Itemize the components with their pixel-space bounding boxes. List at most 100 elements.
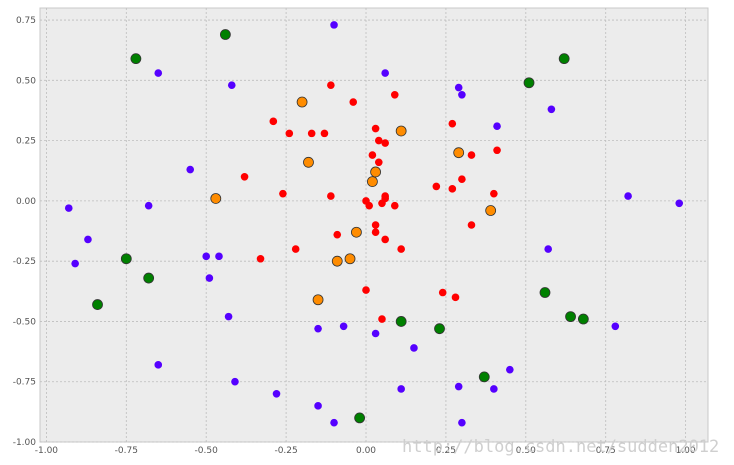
- scatter-point: [478, 371, 490, 383]
- scatter-point: [381, 235, 389, 244]
- scatter-point: [64, 204, 73, 212]
- scatter-point: [344, 253, 356, 265]
- scatter-point: [490, 385, 498, 393]
- scatter-point: [558, 53, 570, 65]
- scatter-point: [120, 253, 132, 265]
- scatter-point: [371, 221, 380, 229]
- scatter-point: [624, 192, 632, 200]
- scatter-point: [577, 313, 589, 325]
- scatter-point: [354, 412, 366, 424]
- scatter-point: [467, 221, 476, 229]
- scatter-point: [219, 29, 231, 40]
- axis-tick-labels: -1.00 -0.75 -0.50 -0.25 0.00 0.25 0.50 0.75 1.00…: [13, 16, 696, 456]
- scatter-point: [374, 158, 383, 167]
- scatter-point: [378, 315, 386, 323]
- scatter-series: [210, 96, 497, 306]
- scatter-point: [675, 199, 684, 208]
- scatter-point: [215, 252, 223, 261]
- scatter-points: [64, 21, 684, 427]
- scatter-point: [438, 288, 447, 297]
- scatter-point: [458, 91, 466, 99]
- x-tick-label: -1.00: [35, 446, 59, 456]
- scatter-series: [92, 29, 589, 424]
- scatter-point: [485, 205, 497, 216]
- scatter-point: [371, 124, 380, 133]
- scatter-series: [240, 81, 501, 323]
- scatter-point: [381, 139, 389, 147]
- scatter-point: [371, 228, 380, 237]
- x-tick-label: -0.75: [115, 446, 138, 456]
- x-tick-label: 1.00: [676, 446, 696, 456]
- scatter-point: [339, 322, 348, 331]
- scatter-point: [331, 255, 343, 267]
- scatter-point: [330, 418, 338, 427]
- y-tick-label: 0.25: [16, 137, 36, 147]
- scatter-point: [327, 81, 335, 89]
- scatter-point: [269, 117, 278, 126]
- scatter-point: [327, 192, 335, 200]
- scatter-point: [611, 322, 620, 331]
- scatter-point: [544, 245, 552, 253]
- scatter-point: [454, 83, 463, 92]
- scatter-point: [272, 389, 281, 398]
- scatter-point: [448, 119, 457, 128]
- scatter-point: [378, 199, 386, 208]
- scatter-point: [296, 96, 308, 108]
- scatter-point: [493, 122, 501, 130]
- scatter-point: [285, 129, 294, 138]
- scatter-point: [506, 365, 514, 374]
- scatter-point: [362, 286, 370, 294]
- scatter-point: [307, 129, 316, 138]
- scatter-point: [370, 166, 381, 178]
- scatter-point: [368, 151, 377, 159]
- scatter-point: [144, 201, 153, 210]
- scatter-point: [565, 311, 576, 323]
- scatter-point: [224, 312, 233, 321]
- scatter-point: [143, 272, 155, 284]
- scatter-point: [154, 361, 163, 369]
- scatter-point: [490, 189, 498, 198]
- scatter-point: [314, 324, 322, 333]
- scatter-point: [130, 53, 142, 65]
- y-tick-label: 0.75: [16, 16, 36, 26]
- y-tick-label: -1.00: [13, 438, 37, 448]
- scatter-point: [390, 201, 399, 210]
- watermark-text: http://blog.csdn.net/sudden2012: [402, 437, 719, 457]
- scatter-point: [205, 274, 214, 282]
- x-tick-label: 0.25: [436, 446, 456, 456]
- scatter-point: [71, 259, 79, 268]
- y-tick-label: -0.50: [13, 317, 37, 327]
- scatter-point: [523, 77, 535, 89]
- scatter-series: [64, 21, 684, 427]
- scatter-point: [314, 402, 322, 410]
- scatter-point: [84, 235, 92, 244]
- scatter-point: [202, 252, 211, 261]
- scatter-point: [291, 245, 300, 253]
- scatter-point: [410, 344, 418, 352]
- x-tick-label: 0.75: [596, 446, 616, 456]
- scatter-point: [390, 91, 399, 99]
- scatter-point: [349, 98, 358, 106]
- scatter-point: [395, 316, 407, 327]
- scatter-point: [434, 323, 445, 335]
- x-tick-label: 0.50: [516, 446, 536, 456]
- scatter-point: [240, 172, 249, 181]
- scatter-point: [227, 81, 236, 89]
- scatter-point: [92, 299, 103, 310]
- scatter-point: [303, 156, 314, 168]
- scatter-point: [231, 377, 239, 386]
- scatter-point: [312, 294, 324, 306]
- scatter-point: [333, 230, 342, 239]
- y-tick-label: -0.25: [13, 257, 36, 267]
- scatter-point: [186, 165, 195, 174]
- grid-lines: [40, 8, 708, 443]
- scatter-point: [367, 176, 378, 188]
- scatter-point: [397, 385, 405, 393]
- scatter-point: [448, 185, 457, 193]
- scatter-point: [547, 105, 556, 114]
- scatter-point: [330, 21, 338, 29]
- scatter-point: [493, 146, 501, 155]
- scatter-point: [154, 69, 163, 77]
- scatter-point: [453, 147, 465, 159]
